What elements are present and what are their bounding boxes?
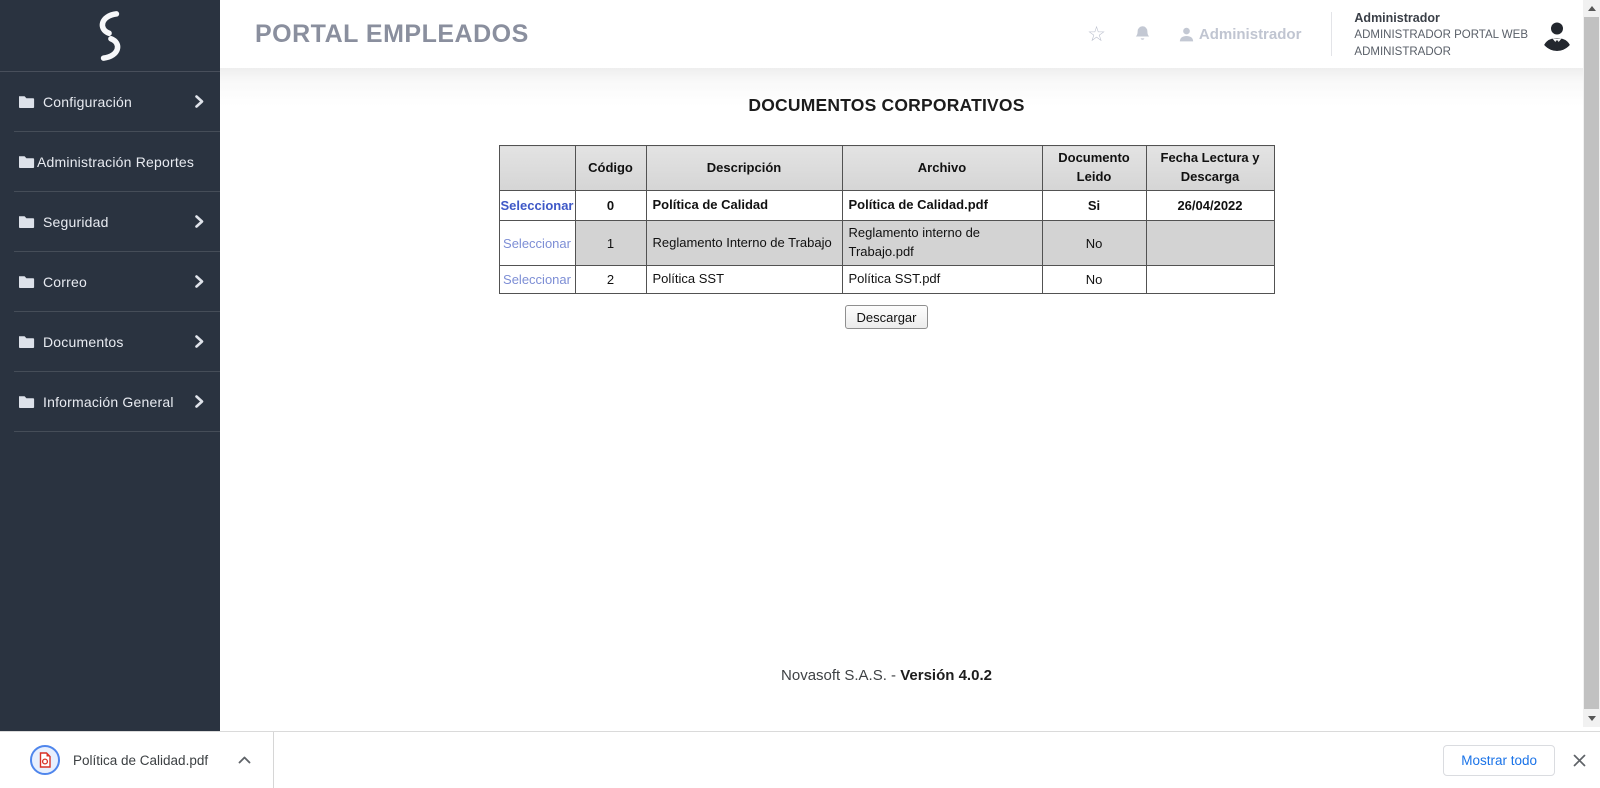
sidebar-item-label: Administración Reportes — [37, 153, 195, 170]
sidebar-item-label: Seguridad — [43, 213, 109, 230]
arrow-down-icon — [1587, 716, 1596, 721]
select-row-link[interactable]: Seleccionar — [503, 272, 571, 287]
download-shelf: Política de Calidad.pdf Mostrar todo — [0, 731, 1600, 788]
folder-icon — [18, 394, 35, 409]
chevron-right-icon — [195, 215, 204, 228]
topbar: PORTAL EMPLEADOS ☆ — [220, 0, 1600, 68]
column-header-codigo: Código — [574, 145, 647, 191]
show-all-button[interactable]: Mostrar todo — [1443, 744, 1555, 776]
cell-fecha: 26/04/2022 — [1145, 190, 1275, 221]
cell-descripcion: Política SST — [645, 265, 843, 294]
scroll-down-button[interactable] — [1583, 710, 1600, 727]
documents-table: Código Descripción Archivo Documento Lei… — [498, 145, 1275, 294]
user-info: Administrador ADMINISTRADOR PORTAL WEB A… — [1354, 7, 1528, 60]
column-header-archivo: Archivo — [841, 145, 1043, 191]
folder-icon — [18, 334, 35, 349]
cell-leido: No — [1041, 265, 1147, 294]
content-area: DOCUMENTOS CORPORATIVOS Código Descripci… — [220, 68, 1600, 731]
scroll-up-button[interactable] — [1583, 0, 1600, 17]
page-title: PORTAL EMPLEADOS — [255, 19, 529, 48]
downloaded-file-name: Política de Calidad.pdf — [73, 752, 209, 768]
cell-codigo: 0 — [574, 190, 647, 221]
avatar[interactable] — [1540, 17, 1574, 51]
downloaded-file-item[interactable]: Política de Calidad.pdf — [30, 745, 251, 775]
shelf-controls: Mostrar todo — [1443, 744, 1600, 776]
user-menu[interactable]: Administrador — [1179, 25, 1302, 43]
table-row: Seleccionar 1 Reglamento Interno de Trab… — [498, 220, 1275, 266]
cell-archivo: Política SST.pdf — [841, 265, 1043, 294]
sidebar-item-correo[interactable]: Correo — [14, 252, 220, 312]
sidebar: Configuración Administración Reportes Se… — [0, 0, 220, 731]
browser-viewport: Configuración Administración Reportes Se… — [0, 0, 1600, 731]
column-header-fecha: Fecha Lectura y Descarga — [1145, 145, 1275, 191]
cell-leido: No — [1041, 220, 1147, 266]
pdf-file-icon — [30, 745, 60, 775]
folder-icon — [18, 154, 35, 169]
cell-codigo: 1 — [574, 220, 647, 266]
cell-codigo: 2 — [574, 265, 647, 294]
chevron-right-icon — [195, 95, 204, 108]
sidebar-item-label: Información General — [43, 393, 174, 410]
cell-archivo: Reglamento interno de Trabajo.pdf — [841, 220, 1043, 266]
sidebar-item-label: Configuración — [43, 93, 132, 110]
download-button[interactable]: Descargar — [844, 305, 929, 329]
chevron-up-icon[interactable] — [238, 756, 251, 764]
column-header-select — [498, 145, 576, 191]
folder-icon — [18, 94, 35, 109]
logo[interactable] — [0, 0, 220, 72]
sidebar-item-seguridad[interactable]: Seguridad — [14, 192, 220, 252]
shelf-divider — [273, 732, 275, 788]
select-row-link[interactable]: Seleccionar — [500, 198, 574, 213]
topbar-actions: ☆ Administrador — [1087, 24, 1301, 45]
chevron-right-icon — [195, 275, 204, 288]
folder-icon — [18, 214, 35, 229]
sidebar-nav: Configuración Administración Reportes Se… — [14, 72, 220, 432]
footer-version: Versión 4.0.2 — [900, 667, 992, 684]
table-row: Seleccionar 0 Política de Calidad Políti… — [498, 190, 1275, 221]
table-row: Seleccionar 2 Política SST Política SST.… — [498, 265, 1275, 294]
sidebar-item-configuracion[interactable]: Configuración — [14, 72, 220, 132]
cell-descripcion: Política de Calidad — [645, 190, 843, 221]
select-row-link[interactable]: Seleccionar — [503, 235, 571, 251]
sidebar-item-label: Documentos — [43, 333, 124, 350]
main-area: PORTAL EMPLEADOS ☆ — [220, 0, 1600, 731]
novasoft-logo-icon — [99, 10, 121, 61]
arrow-up-icon — [1587, 6, 1596, 11]
user-menu-label: Administrador — [1198, 25, 1302, 43]
user-name: Administrador — [1354, 11, 1440, 26]
close-icon[interactable] — [1573, 754, 1586, 767]
column-header-descripcion: Descripción — [645, 145, 843, 191]
column-header-documento-leido: Documento Leido — [1041, 145, 1147, 191]
star-icon: ☆ — [1087, 22, 1106, 46]
cell-leido: Si — [1041, 190, 1147, 221]
footer-text: Novasoft S.A.S. - Versión 4.0.2 — [220, 667, 1553, 684]
scrollbar-thumb[interactable] — [1584, 17, 1599, 709]
topbar-divider — [1331, 12, 1333, 56]
chevron-right-icon — [195, 335, 204, 348]
bell-icon — [1135, 26, 1150, 40]
user-icon — [1179, 27, 1194, 41]
chevron-right-icon — [195, 395, 204, 408]
notifications-button[interactable] — [1134, 25, 1151, 43]
folder-icon — [18, 274, 35, 289]
content-title: DOCUMENTOS CORPORATIVOS — [748, 95, 1025, 115]
cell-fecha — [1145, 265, 1275, 294]
cell-descripcion: Reglamento Interno de Trabajo — [645, 220, 843, 266]
sidebar-item-informacion-general[interactable]: Información General — [14, 372, 220, 432]
user-profile: ADMINISTRADOR — [1354, 46, 1451, 59]
cell-fecha — [1145, 220, 1275, 266]
avatar-silhouette-icon — [1540, 17, 1574, 51]
sidebar-item-label: Correo — [43, 273, 87, 290]
favorites-button[interactable]: ☆ — [1087, 24, 1106, 45]
user-role: ADMINISTRADOR PORTAL WEB — [1354, 29, 1528, 42]
footer-company: Novasoft S.A.S. - — [781, 667, 901, 684]
sidebar-item-documentos[interactable]: Documentos — [14, 312, 220, 372]
cell-archivo: Política de Calidad.pdf — [841, 190, 1043, 221]
sidebar-item-administracion-reportes[interactable]: Administración Reportes — [14, 132, 220, 192]
scrollbar[interactable] — [1583, 0, 1600, 727]
table-header-row: Código Descripción Archivo Documento Lei… — [498, 145, 1275, 191]
